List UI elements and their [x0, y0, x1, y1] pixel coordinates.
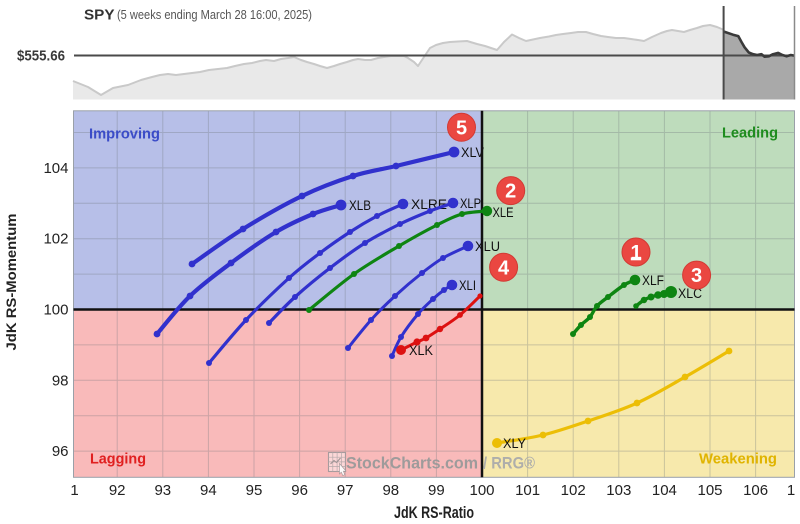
- svg-text:104: 104: [652, 482, 677, 499]
- svg-text:103: 103: [606, 482, 631, 499]
- svg-text:Improving: Improving: [89, 126, 160, 143]
- svg-text:93: 93: [154, 482, 171, 499]
- svg-text:XLP: XLP: [460, 196, 481, 211]
- svg-text:96: 96: [52, 443, 69, 460]
- svg-text:SPY: SPY: [84, 7, 115, 24]
- svg-text:2: 2: [505, 181, 516, 203]
- svg-text:4: 4: [498, 257, 510, 279]
- svg-text:XLF: XLF: [642, 273, 664, 288]
- svg-text:StockCharts.com: StockCharts.com: [346, 454, 478, 473]
- svg-text:99: 99: [428, 482, 445, 499]
- svg-text:1: 1: [70, 482, 78, 499]
- svg-text:$555.66: $555.66: [17, 49, 65, 65]
- svg-text:1: 1: [630, 242, 641, 264]
- svg-text:102: 102: [43, 231, 68, 248]
- svg-text:98: 98: [52, 372, 69, 389]
- svg-text:94: 94: [200, 482, 217, 499]
- svg-text:101: 101: [515, 482, 540, 499]
- svg-text:JdK RS-Ratio: JdK RS-Ratio: [394, 503, 474, 522]
- svg-text:106: 106: [743, 482, 768, 499]
- svg-text:96: 96: [291, 482, 308, 499]
- svg-text:92: 92: [109, 482, 126, 499]
- svg-text:5: 5: [456, 117, 467, 139]
- svg-text:102: 102: [561, 482, 586, 499]
- svg-text:Lagging: Lagging: [90, 451, 146, 468]
- svg-text:XLI: XLI: [459, 278, 476, 293]
- svg-text:XLC: XLC: [678, 286, 702, 301]
- svg-text:XLB: XLB: [349, 198, 371, 213]
- svg-text:Leading: Leading: [722, 125, 778, 142]
- svg-text:XLV: XLV: [461, 145, 484, 160]
- svg-text:97: 97: [337, 482, 354, 499]
- svg-text:1: 1: [787, 482, 795, 499]
- svg-text:Weakening: Weakening: [699, 451, 777, 468]
- svg-text:XLK: XLK: [409, 343, 433, 358]
- svg-text:100: 100: [469, 482, 494, 499]
- svg-text:XLU: XLU: [475, 239, 500, 254]
- svg-text:XLE: XLE: [493, 205, 514, 220]
- svg-text:(5 weeks ending March 28 16:00: (5 weeks ending March 28 16:00, 2025): [117, 7, 312, 22]
- svg-text:95: 95: [246, 482, 263, 499]
- svg-text:XLY: XLY: [503, 436, 526, 451]
- svg-text:100: 100: [43, 302, 68, 319]
- svg-text:/ RRG®: / RRG®: [483, 454, 535, 473]
- svg-text:3: 3: [691, 265, 702, 287]
- svg-text:98: 98: [382, 482, 399, 499]
- svg-text:JdK RS-Momentum: JdK RS-Momentum: [3, 214, 19, 351]
- svg-text:105: 105: [697, 482, 722, 499]
- svg-text:104: 104: [43, 160, 68, 177]
